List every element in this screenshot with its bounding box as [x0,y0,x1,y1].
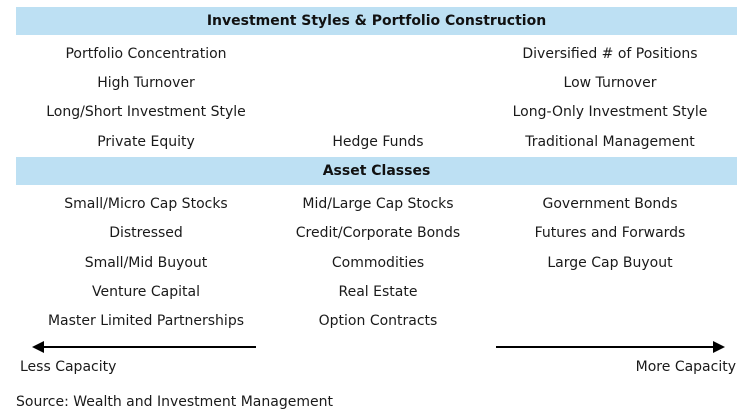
assets-left-item: Master Limited Partnerships [47,313,245,329]
styles-right-item: Long-Only Investment Style [512,104,708,120]
assets-right-item: Large Cap Buyout [547,255,673,271]
styles-left-item: Private Equity [97,134,195,150]
styles-right-item: Traditional Management [525,134,695,150]
assets-center-item: Option Contracts [318,313,438,329]
more-capacity-arrow-line [496,346,714,348]
styles-right-item: Low Turnover [563,75,657,91]
assets-header-title: Asset Classes [322,163,431,179]
styles-center-item: Hedge Funds [332,134,424,150]
styles-left-item: High Turnover [97,75,195,91]
assets-center-item: Credit/Corporate Bonds [295,225,461,241]
assets-center-item: Mid/Large Cap Stocks [302,196,454,212]
assets-center-item: Real Estate [338,284,418,300]
assets-left-item: Small/Micro Cap Stocks [64,196,228,212]
styles-header-band: Investment Styles & Portfolio Constructi… [16,7,737,35]
less-capacity-arrow-line [43,346,256,348]
assets-left-item: Small/Mid Buyout [84,255,208,271]
assets-center-item: Commodities [331,255,425,271]
right-arrow-icon [713,341,725,353]
assets-left-item: Distressed [109,225,183,241]
assets-right-item: Futures and Forwards [534,225,686,241]
styles-left-item: Long/Short Investment Style [46,104,246,120]
more-capacity-label: More Capacity [635,359,736,375]
source-note: Source: Wealth and Investment Management [16,394,333,410]
assets-left-item: Venture Capital [92,284,200,300]
styles-left-item: Portfolio Concentration [65,46,227,62]
assets-header-band: Asset Classes [16,157,737,185]
left-arrow-icon [32,341,44,353]
styles-header-title: Investment Styles & Portfolio Constructi… [206,13,547,29]
styles-right-item: Diversified # of Positions [522,46,698,62]
assets-right-item: Government Bonds [542,196,678,212]
less-capacity-label: Less Capacity [20,359,117,375]
